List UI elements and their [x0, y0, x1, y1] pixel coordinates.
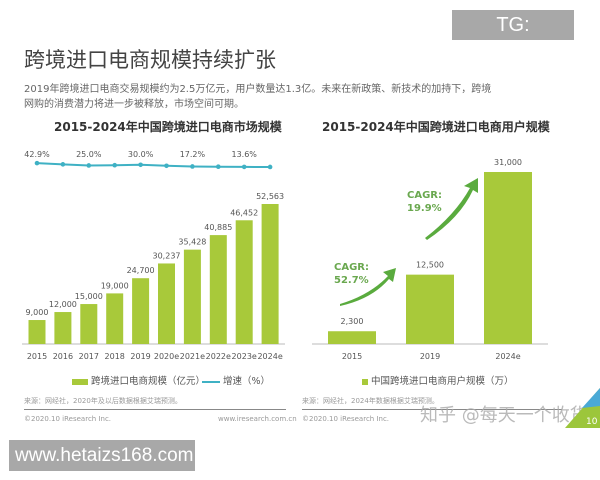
growth-point [267, 164, 273, 170]
zhihu-watermark: 知乎 @每天一个收货 [420, 405, 588, 426]
cagr-label: CAGR: [407, 190, 442, 201]
growth-label: 25.0% [76, 150, 102, 159]
tg-watermark: TG: MYYJJPP [452, 10, 574, 66]
legend-bar-swatch [72, 378, 88, 385]
bar-label: 46,452 [230, 208, 258, 217]
growth-line [36, 162, 271, 168]
chart2-footer-left: ©2020.10 iResearch Inc. [302, 415, 390, 423]
legend-line-label: 增速（%） [223, 376, 271, 387]
chart2-legend: 中国跨境进口电商用户规模（万） [362, 373, 514, 387]
x-tick-label: 2017 [79, 352, 99, 361]
page-number: 10 [586, 417, 598, 427]
cagr-arrow [340, 268, 396, 306]
growth-label: 30.0% [128, 150, 154, 159]
bar-label: 15,000 [75, 292, 103, 301]
growth-point [34, 160, 40, 166]
growth-point [86, 163, 92, 168]
bar [132, 278, 150, 344]
cagr-arrow [425, 178, 478, 240]
x-tick-label: 2021e [180, 352, 205, 361]
page-title: 跨境进口电商规模持续扩张 [24, 48, 276, 72]
url-watermark: www.hetaizs168.com [9, 440, 195, 471]
growth-point [241, 164, 247, 170]
chart1-footer-right: www.iresearch.com.cn [218, 415, 297, 423]
bar [80, 304, 98, 344]
x-tick-label: 2023e [232, 352, 257, 361]
growth-point [216, 164, 221, 169]
divider [302, 409, 562, 410]
bar-label: 19,000 [101, 281, 129, 290]
bar-label: 52,563 [256, 192, 284, 201]
chart2-title: 2015-2024年中国跨境进口电商用户规模 [322, 120, 550, 134]
bar [54, 312, 72, 344]
bar-label: 9,000 [26, 308, 49, 317]
description: 2019年跨境进口电商交易规模约为2.5万亿元，用户数量达1.3亿。未来在新政策… [24, 84, 492, 110]
growth-label: 13.6% [231, 150, 257, 159]
bar-label: 24,700 [127, 266, 155, 275]
bar-label: 40,885 [204, 223, 232, 232]
bar [158, 263, 175, 344]
cagr-label: CAGR: [334, 262, 369, 273]
bar-label: 12,500 [416, 261, 444, 270]
x-tick-label: 2020e [154, 352, 179, 361]
legend-swatch [362, 378, 368, 385]
bar-label: 2,300 [341, 317, 364, 326]
chart1-footer-left: ©2020.10 iResearch Inc. [24, 415, 112, 423]
bar [28, 320, 46, 344]
corner-decoration: 10 [565, 388, 600, 428]
legend-label: 中国跨境进口电商用户规模（万） [371, 376, 514, 387]
growth-label: 17.2% [180, 150, 206, 159]
bar [406, 274, 454, 344]
legend-bar-label: 跨境进口电商规模（亿元） [91, 376, 206, 387]
growth-point [138, 162, 143, 168]
growth-point [164, 163, 169, 169]
x-tick-label: 2019 [130, 352, 150, 361]
bar [235, 220, 253, 344]
bar [328, 331, 376, 344]
divider [24, 409, 286, 410]
chart2-source: 来源：网经社，2024年数据根据艾瑞预测。 [302, 397, 439, 405]
cagr-value: 19.9% [407, 203, 442, 214]
chart1-legend-line: 增速（%） [202, 373, 270, 387]
x-tick-label: 2015 [27, 352, 47, 361]
cagr-value: 52.7% [334, 275, 369, 286]
chart1-source: 来源：网经社，2020年及以后数据根据艾瑞预测。 [24, 397, 182, 405]
bar [209, 235, 227, 344]
growth-point [112, 162, 117, 168]
bar-label: 30,237 [153, 251, 181, 260]
chart1-title: 2015-2024年中国跨境进口电商市场规模 [54, 120, 282, 134]
x-tick-label: 2022e [206, 352, 231, 361]
bar-label: 12,000 [49, 300, 77, 309]
chart1-legend-bar: 跨境进口电商规模（亿元） [72, 373, 205, 387]
growth-point [190, 164, 195, 169]
bar-label: 31,000 [494, 158, 522, 167]
x-tick-label: 2015 [342, 352, 362, 361]
bar [183, 249, 201, 344]
x-tick-label: 2018 [105, 352, 125, 361]
x-tick-label: 2016 [53, 352, 73, 361]
growth-label: 42.9% [24, 150, 50, 159]
legend-line-swatch [202, 380, 220, 383]
x-tick-label: 2024e [495, 352, 520, 361]
bar [106, 293, 124, 344]
bar-label: 35,428 [178, 238, 206, 247]
x-tick-label: 2019 [420, 352, 440, 361]
x-tick-label: 2024e [257, 352, 282, 361]
bar [484, 172, 532, 344]
growth-point [60, 162, 66, 167]
bar [261, 204, 279, 344]
